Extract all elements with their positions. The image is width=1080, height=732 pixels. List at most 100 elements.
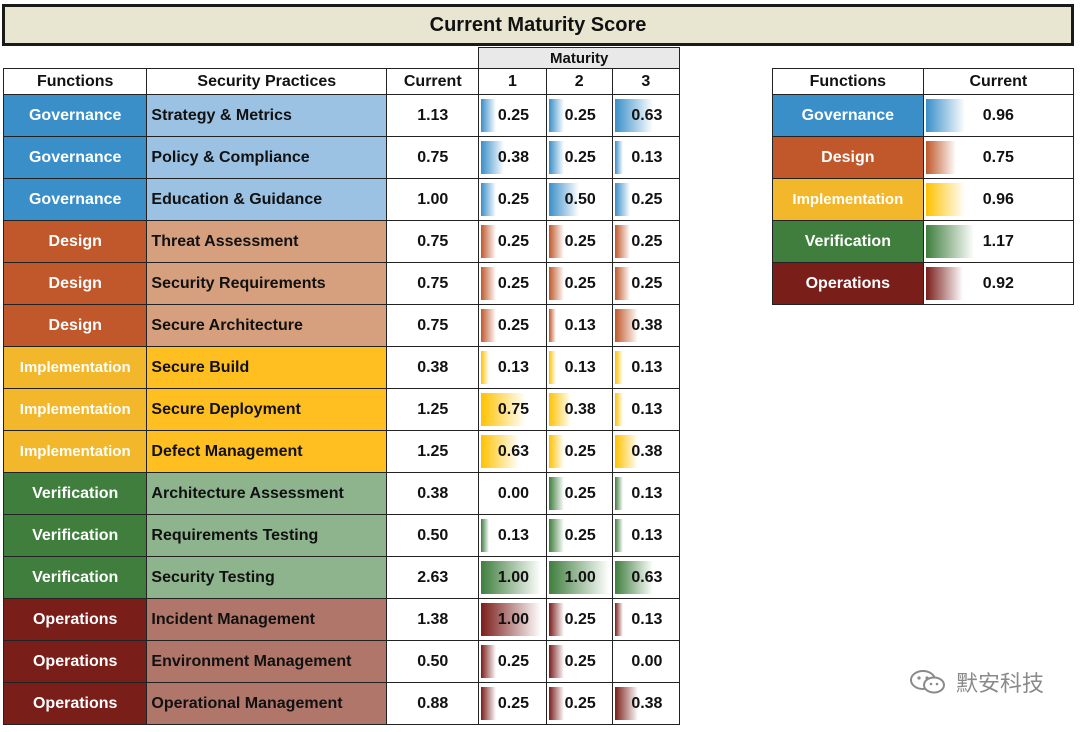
- title-divider: [0, 46, 680, 48]
- level-2-cell: 0.25: [545, 262, 613, 305]
- level-3-value: 0.38: [631, 442, 663, 460]
- current-score-cell: 0.88: [386, 682, 480, 725]
- summary-row: Governance 0.96: [772, 94, 1075, 137]
- level-2-column-header: 2: [545, 68, 613, 95]
- summary-current-cell: 1.17: [922, 220, 1075, 263]
- level-2-bar: [548, 309, 557, 342]
- table-row: Governance Policy & Compliance 0.75 0.38 0.2…: [2, 136, 681, 179]
- table-row: Design Secure Architecture 0.75 0.25 0.13 0.3…: [2, 304, 681, 347]
- level-1-cell: 1.00: [478, 556, 547, 599]
- level-1-cell: 0.00: [478, 472, 547, 515]
- level-2-bar: [548, 435, 564, 468]
- level-3-value: 0.63: [631, 106, 663, 124]
- level-2-value: 0.25: [564, 274, 596, 292]
- table-row: Implementation Secure Deployment 1.25 0.75 0…: [2, 388, 681, 431]
- level-1-cell: 0.63: [478, 430, 547, 473]
- level-2-bar: [548, 141, 564, 174]
- level-1-cell: 0.75: [478, 388, 547, 431]
- summary-function-governance: Governance: [772, 94, 924, 137]
- level-1-value: 0.25: [497, 190, 530, 208]
- level-3-bar: [614, 477, 623, 510]
- page-title: Current Maturity Score: [2, 4, 1074, 46]
- level-1-bar: [481, 141, 505, 174]
- function-cell-design: Design: [2, 220, 148, 263]
- table-row: Governance Education & Guidance 1.00 0.25 0.…: [2, 178, 681, 221]
- level-2-cell: 1.00: [545, 556, 613, 599]
- level-1-value: 0.25: [497, 274, 530, 292]
- level-2-value: 0.25: [564, 442, 596, 460]
- level-2-bar: [548, 603, 564, 636]
- summary-current-bar: [925, 99, 966, 132]
- current-score-cell: 0.50: [386, 640, 480, 683]
- level-1-bar: [481, 183, 497, 216]
- level-2-value: 0.25: [564, 610, 596, 628]
- level-2-bar: [548, 561, 609, 594]
- summary-current-cell: 0.92: [922, 262, 1075, 305]
- level-3-value: 0.13: [631, 400, 663, 418]
- level-1-bar: [481, 225, 497, 258]
- summary-functions-header: Functions: [772, 68, 924, 95]
- summary-current-value: 0.96: [982, 190, 1014, 208]
- practice-cell-security-testing: Security Testing: [146, 556, 388, 599]
- current-score-cell: 0.75: [386, 262, 480, 305]
- current-score-cell: 0.75: [386, 136, 480, 179]
- level-1-bar: [481, 561, 542, 594]
- level-3-cell: 0.13: [611, 346, 681, 389]
- summary-current-cell: 0.96: [922, 94, 1075, 137]
- current-score-cell: 1.38: [386, 598, 480, 641]
- level-2-value: 0.13: [564, 358, 596, 376]
- level-1-value: 0.38: [497, 148, 530, 166]
- current-column-header: Current: [386, 68, 480, 95]
- watermark-text: 默安科技: [955, 671, 1044, 696]
- level-3-cell: 0.13: [611, 388, 681, 431]
- function-cell-implementation: Implementation: [2, 346, 148, 389]
- level-1-value: 0.25: [497, 652, 530, 670]
- level-3-bar: [614, 561, 653, 594]
- table-row: Verification Architecture Assessment 0.38 0…: [2, 472, 681, 515]
- level-2-value: 1.00: [564, 568, 596, 586]
- level-3-bar: [614, 687, 638, 720]
- level-2-cell: 0.50: [545, 178, 613, 221]
- level-2-cell: 0.25: [545, 598, 613, 641]
- function-cell-design: Design: [2, 262, 148, 305]
- maturity-table: Maturity Functions Security Practices Cu…: [2, 47, 681, 725]
- level-2-cell: 0.25: [545, 136, 613, 179]
- level-2-cell: 0.25: [545, 682, 613, 725]
- summary-row: Design 0.75: [772, 136, 1075, 179]
- practice-cell-secure-deployment: Secure Deployment: [146, 388, 388, 431]
- practice-cell-security-requirements: Security Requirements: [146, 262, 388, 305]
- watermark: 默安科技: [908, 666, 1044, 698]
- level-1-bar: [481, 99, 497, 132]
- level-2-value: 0.25: [564, 652, 596, 670]
- current-score-cell: 1.25: [386, 430, 480, 473]
- level-2-cell: 0.25: [545, 514, 613, 557]
- level-3-bar: [614, 351, 623, 384]
- level-1-value: 0.13: [497, 526, 530, 544]
- level-1-value: 0.13: [497, 358, 530, 376]
- level-3-cell: 0.13: [611, 598, 681, 641]
- current-score-cell: 1.13: [386, 94, 480, 137]
- summary-current-value: 0.92: [982, 274, 1014, 292]
- level-1-bar: [481, 393, 527, 426]
- level-1-bar: [481, 309, 497, 342]
- table-row: Implementation Secure Build 0.38 0.13 0.13 0.…: [2, 346, 681, 389]
- level-1-bar: [481, 687, 497, 720]
- level-1-cell: 0.25: [478, 220, 547, 263]
- maturity-group-header: Maturity: [478, 47, 680, 69]
- level-2-bar: [548, 225, 564, 258]
- practice-cell-defect-management: Defect Management: [146, 430, 388, 473]
- level-2-bar: [548, 519, 564, 552]
- level-1-cell: 0.13: [478, 346, 547, 389]
- table-row: Design Security Requirements 0.75 0.25 0.25 0…: [2, 262, 681, 305]
- maturity-table-body: Governance Strategy & Metrics 1.13 0.25 0.25…: [2, 94, 681, 725]
- level-1-cell: 0.25: [478, 178, 547, 221]
- level-3-bar: [614, 267, 630, 300]
- practice-cell-education-guidance: Education & Guidance: [146, 178, 388, 221]
- level-1-cell: 0.25: [478, 304, 547, 347]
- level-1-value: 0.25: [497, 694, 530, 712]
- summary-function-implementation: Implementation: [772, 178, 924, 221]
- level-1-value: 0.25: [497, 316, 530, 334]
- level-3-value: 0.25: [631, 274, 663, 292]
- page-title-text: Current Maturity Score: [429, 13, 647, 36]
- practice-cell-policy-compliance: Policy & Compliance: [146, 136, 388, 179]
